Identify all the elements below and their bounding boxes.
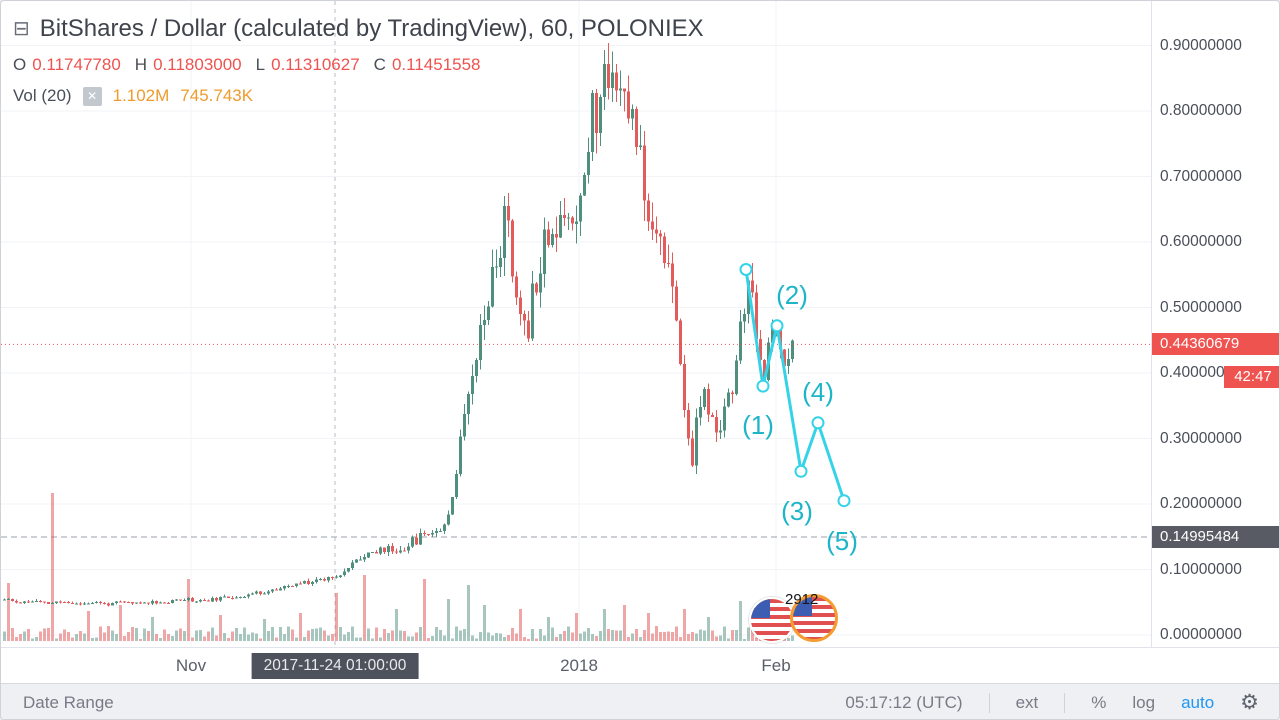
ohlc-key: H [134, 55, 148, 74]
ohlc-value: 0.11747780 [32, 55, 121, 74]
candles-layer [3, 43, 794, 607]
price-tick: 0.00000000 [1160, 626, 1242, 643]
auto-scale-button[interactable]: auto [1181, 692, 1215, 712]
bottom-toolbar: Date Range 05:17:12 (UTC) ext % log auto… [1, 683, 1279, 719]
level-price-tag: 0.14995484 [1152, 525, 1279, 548]
svg-text:(4): (4) [802, 377, 834, 407]
time-tick: Feb [761, 656, 791, 675]
price-axis[interactable]: 0.44360679 42:47 0.14995484 0.90000000 0.… [1151, 1, 1279, 647]
chart-svg[interactable]: (1) (2) (3) (4) (5) [1, 1, 1151, 647]
ohlc-key: C [373, 55, 386, 74]
time-axis[interactable]: 2017-11-24 01:00:00 Nov 2018 Feb [1, 647, 1279, 684]
price-tick: 0.60000000 [1160, 233, 1242, 250]
toolbar-divider [988, 692, 990, 713]
log-scale-button[interactable]: log [1132, 692, 1156, 712]
volume-value: 745.743K [180, 86, 254, 105]
date-marker-label: 2017-11-24 01:00:00 [251, 653, 419, 679]
collapse-pane-icon[interactable]: ⊟ [13, 18, 30, 40]
volume-ma-value: 1.102M [112, 86, 170, 105]
ohlc-key: L [255, 55, 266, 74]
volume-layer [3, 493, 794, 641]
ohlc-value: 0.11451558 [391, 55, 481, 74]
toolbar-divider [1064, 692, 1066, 713]
percent-scale-button[interactable]: % [1091, 692, 1107, 712]
current-price-tag: 0.44360679 [1152, 333, 1279, 356]
bar-countdown-tag: 42:47 [1224, 366, 1279, 389]
price-tick: 0.20000000 [1160, 495, 1242, 512]
ohlc-value: 0.11803000 [153, 55, 242, 74]
ohlc-value: 0.11310627 [271, 55, 360, 74]
price-tick: 0.30000000 [1160, 429, 1242, 447]
svg-text:(3): (3) [781, 496, 813, 526]
settings-gear-icon[interactable]: ⚙ [1240, 691, 1259, 714]
price-tick: 0.90000000 [1160, 36, 1242, 54]
price-tick: 0.40000000 [1160, 364, 1242, 381]
chart-title: BitShares / Dollar (calculated by Tradin… [39, 15, 704, 42]
svg-text:(1): (1) [742, 410, 774, 440]
extended-hours-button[interactable]: ext [1015, 692, 1039, 712]
date-range-button[interactable]: Date Range [23, 692, 114, 712]
volume-indicator-label: Vol (20) [13, 86, 72, 105]
price-tick: 0.70000000 [1160, 167, 1242, 185]
time-tick: 2018 [560, 656, 598, 675]
event-marker-text: 2912 [785, 591, 819, 608]
volume-legend: Vol (20) ✕ 1.102M 745.743K [13, 86, 704, 106]
svg-text:(2): (2) [776, 280, 808, 310]
chart-legend: ⊟ BitShares / Dollar (calculated by Trad… [13, 15, 704, 106]
time-tick: Nov [175, 656, 207, 675]
ohlc-legend: O 0.11747780 H 0.11803000 L 0.11310627 C 0.1145… [13, 55, 704, 75]
toolbar-right-group: 05:17:12 (UTC) ext % log auto ⚙ [845, 692, 1259, 713]
svg-text:(5): (5) [826, 526, 858, 556]
clock[interactable]: 05:17:12 (UTC) [845, 692, 963, 712]
ohlc-key: O [13, 55, 27, 74]
price-tick: 0.50000000 [1160, 298, 1242, 316]
us-flag-event-icon[interactable] [790, 594, 838, 642]
price-tick: 0.80000000 [1160, 102, 1242, 119]
chart-canvas[interactable]: (1) (2) (3) (4) (5) ⊟ BitShares / Dollar (ca… [1, 1, 1151, 647]
remove-indicator-icon[interactable]: ✕ [82, 86, 102, 106]
price-tick: 0.10000000 [1160, 560, 1242, 578]
elliott-wave-drawing: (1) (2) (3) (4) (5) [739, 263, 858, 556]
